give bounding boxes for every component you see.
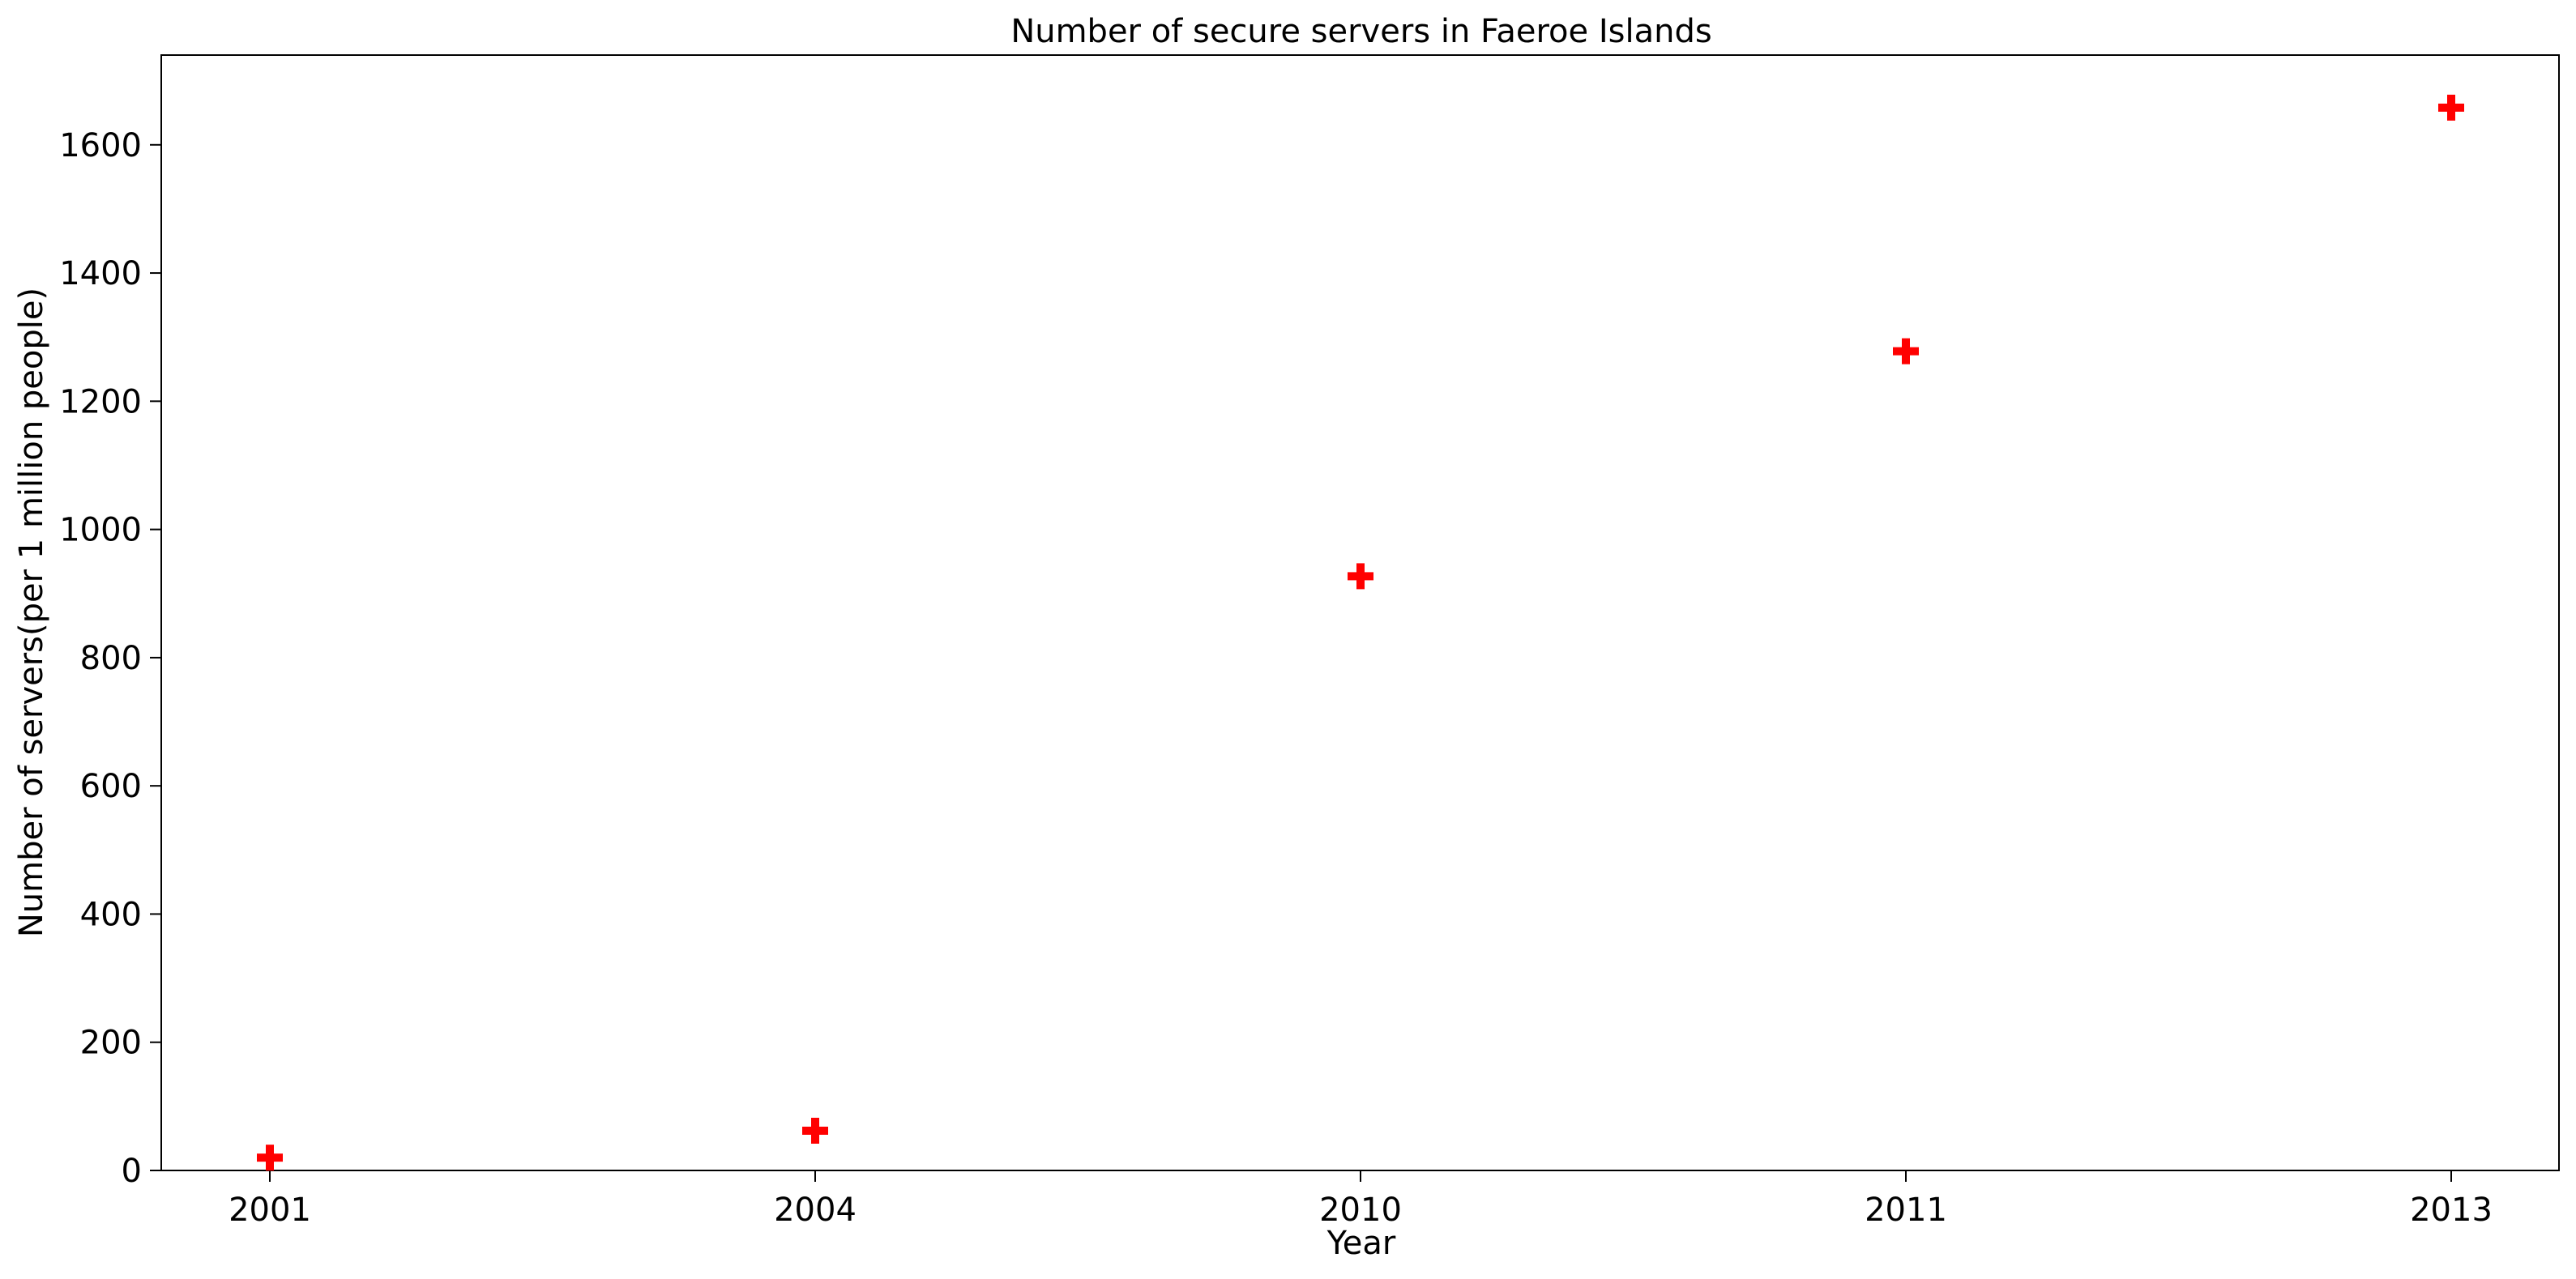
y-tick-label: 400 (80, 896, 142, 933)
data-point (1893, 338, 1919, 365)
x-axis-label: Year (1326, 1225, 1396, 1262)
x-tick-label: 2001 (229, 1192, 311, 1229)
x-tick-label: 2011 (1865, 1192, 1947, 1229)
y-tick-label: 0 (122, 1153, 142, 1190)
y-tick-label: 1600 (59, 127, 142, 164)
y-axis: 0 200 400 600 800 1000 1200 1400 1600 (59, 127, 161, 1190)
data-point (1348, 563, 1373, 590)
x-tick-label: 2013 (2410, 1192, 2493, 1229)
y-axis-label: Number of servers(per 1 million people) (13, 288, 50, 937)
x-tick-label: 2004 (774, 1192, 857, 1229)
y-tick-label: 200 (80, 1025, 142, 1062)
x-tick-label: 2010 (1319, 1192, 1402, 1229)
y-tick-label: 1400 (59, 255, 142, 292)
y-tick-label: 600 (80, 768, 142, 805)
data-point (802, 1117, 828, 1144)
data-points (257, 94, 2464, 1171)
chart-title: Number of secure servers in Faeroe Islan… (1010, 13, 1711, 50)
x-axis: 2001 2004 2010 2011 2013 (229, 1170, 2493, 1229)
y-tick-label: 1000 (59, 512, 142, 549)
y-tick-label: 1200 (59, 383, 142, 420)
data-point (257, 1145, 283, 1171)
data-point (2438, 94, 2464, 121)
y-tick-label: 800 (80, 640, 142, 677)
